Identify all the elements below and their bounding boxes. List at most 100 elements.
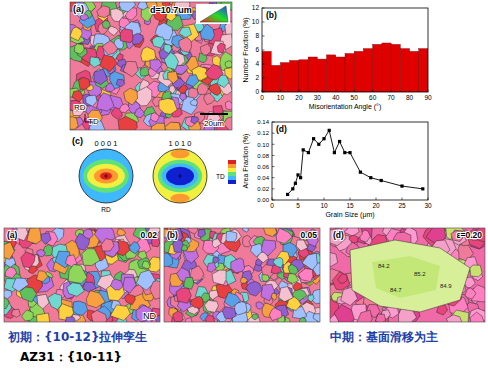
grain [48, 293, 62, 309]
y-tick-label: 0.12 [257, 130, 269, 136]
x-tick [391, 90, 392, 93]
ipf-triangle [200, 6, 228, 22]
pf-level [100, 172, 112, 180]
grain [41, 233, 51, 245]
grain [181, 245, 188, 251]
x-tick-label: 0 [270, 202, 274, 209]
label: TD [88, 117, 99, 126]
large-grain-core [372, 256, 440, 298]
pf-level [166, 167, 194, 185]
grain [4, 298, 9, 309]
ebsd-map [330, 228, 485, 322]
x-tick [376, 198, 377, 201]
pole-figure [79, 149, 133, 203]
x-tick-label: 40 [332, 94, 340, 101]
grain [212, 239, 221, 248]
marker [333, 151, 336, 154]
grain [299, 317, 306, 322]
marker [291, 187, 294, 190]
grain [470, 312, 484, 322]
y-tick [272, 188, 275, 189]
bar [400, 49, 409, 92]
grain [82, 249, 100, 266]
grain [132, 33, 144, 44]
marker [286, 193, 289, 196]
grain [152, 36, 165, 48]
grain [264, 228, 277, 237]
pf-colorbar [228, 164, 236, 168]
grain [226, 231, 237, 241]
grain [205, 64, 223, 80]
marker [296, 173, 299, 176]
pf-level [171, 194, 190, 203]
y-tick-label: 10 [252, 18, 260, 25]
marker [294, 182, 297, 185]
map-frame [164, 228, 320, 322]
grain [334, 305, 354, 323]
grain [204, 93, 215, 105]
grain [204, 300, 218, 312]
x-tick-label: 15 [346, 202, 354, 209]
x-tick [298, 198, 299, 201]
grain [116, 79, 125, 87]
grain [83, 282, 97, 292]
grain [180, 93, 187, 100]
y-tick [262, 78, 265, 79]
grain [185, 318, 192, 322]
grain [186, 75, 199, 87]
series [286, 129, 424, 196]
y-tick-label: 0.04 [257, 175, 269, 181]
panel-label: (d) [276, 124, 287, 134]
pole-figure [153, 149, 207, 203]
grain [261, 240, 276, 256]
marker [338, 140, 341, 143]
grain [222, 307, 236, 319]
label: RD [74, 103, 86, 112]
grain [165, 122, 181, 130]
scale-bar [200, 113, 228, 115]
grain [78, 77, 90, 89]
grain [27, 228, 42, 244]
label: RD [101, 206, 111, 213]
grain [97, 6, 110, 18]
y-tick [262, 92, 265, 93]
grain [125, 294, 136, 305]
grain [129, 242, 140, 254]
pf-level [94, 168, 118, 183]
marker [322, 137, 325, 140]
misorientation-label: 84.2 [378, 263, 390, 269]
y-tick-label: 0.02 [257, 186, 269, 192]
grain [20, 287, 37, 302]
x-tick [262, 90, 263, 93]
marker [421, 187, 424, 190]
grain [220, 52, 232, 71]
y-tick [262, 8, 265, 9]
x-tick-label: 30 [314, 94, 322, 101]
x-tick-label: 70 [387, 94, 395, 101]
grain [308, 295, 314, 302]
grain [188, 228, 198, 234]
x-tick [317, 90, 318, 93]
pf-level [79, 149, 133, 203]
marker [317, 143, 320, 146]
y-tick [262, 64, 265, 65]
grain [91, 310, 107, 322]
y-tick-label: 0 [255, 88, 259, 95]
grain [241, 277, 248, 283]
grain [5, 267, 16, 278]
x-tick [272, 198, 273, 201]
pf-level [153, 149, 207, 203]
map-frame [70, 2, 232, 130]
misorientation-label: 85.2 [414, 271, 426, 277]
bar [354, 51, 363, 92]
axes-arrow [85, 114, 93, 122]
grain [212, 270, 226, 285]
ebsd-map [70, 2, 232, 130]
pf-level [162, 164, 199, 189]
grain [110, 305, 130, 321]
grain [190, 100, 197, 107]
bar [419, 49, 428, 92]
x-tick-label: 25 [398, 202, 406, 209]
grain [211, 41, 226, 55]
grain [217, 43, 225, 53]
